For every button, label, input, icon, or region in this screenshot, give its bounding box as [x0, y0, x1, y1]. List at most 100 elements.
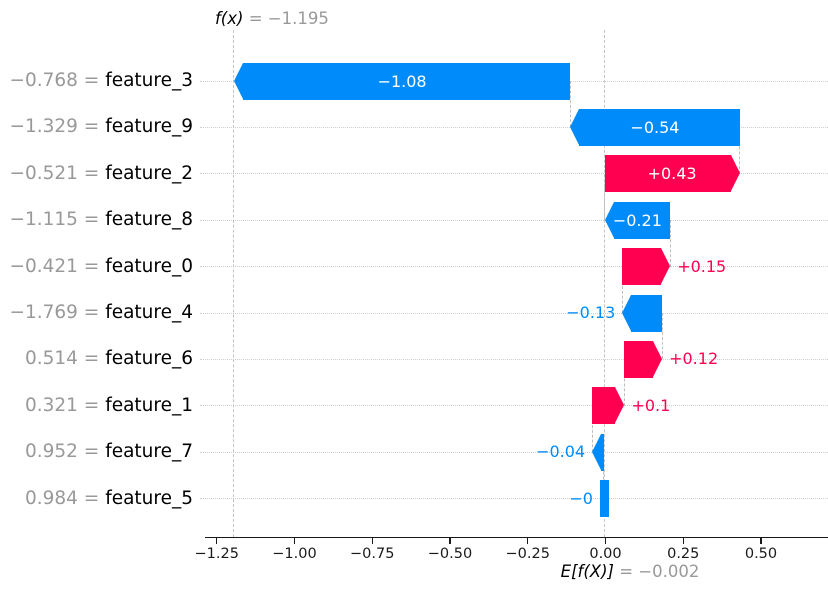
bar-value-label: +0.15: [677, 256, 727, 276]
feature-row-label: −1.769 = feature_4: [0, 301, 193, 325]
bar-arrowhead-icon: [592, 433, 602, 470]
feature-value: 0.952 =: [24, 441, 106, 463]
feature-row-label: 0.952 = feature_7: [0, 440, 193, 464]
bar-arrowhead-icon: [570, 108, 580, 145]
row-gridline: [200, 266, 828, 268]
bar-body: [592, 387, 616, 425]
feature-value: 0.321 =: [24, 394, 106, 416]
feature-value: 0.514 =: [24, 348, 106, 370]
bar-arrowhead-icon: [730, 155, 740, 192]
feature-value: −1.769 =: [9, 302, 106, 323]
fx-function-label: f(x): [215, 9, 244, 28]
feature-row-label: −1.115 = feature_8: [0, 208, 193, 232]
shap-bar: [592, 387, 625, 425]
bar-value-label: −0.13: [566, 303, 616, 322]
feature-value: −0.521 =: [9, 162, 106, 184]
expected-value-annotation: E[f(X)] = −0.002: [561, 562, 700, 581]
feature-row-label: 0.514 = feature_6: [0, 347, 193, 371]
row-gridline: [200, 126, 828, 128]
shap-bar: −1.08: [233, 62, 571, 100]
x-axis-tick: [449, 538, 451, 544]
feature-name: feature_4: [105, 302, 193, 323]
bar-body: [622, 248, 662, 286]
expected-value-label: E[f(X)]: [560, 562, 614, 581]
waterfall-connector: [591, 405, 593, 453]
x-axis-tick-label: −1.25: [194, 545, 239, 562]
bar-body: [599, 480, 609, 518]
row-gridline: [200, 498, 828, 500]
row-gridline: [200, 405, 828, 407]
bar-body: [601, 433, 604, 471]
feature-value: −1.115 =: [9, 209, 106, 231]
fx-annotation: f(x) = −1.195: [215, 9, 329, 28]
waterfall-connector: [569, 81, 571, 128]
feature-value: −1.329 =: [9, 116, 106, 138]
feature-name: feature_7: [105, 441, 193, 463]
waterfall-connector: [621, 266, 623, 313]
feature-name: feature_8: [105, 209, 193, 231]
x-axis-tick-label: −0.50: [427, 545, 473, 562]
bar-body: [604, 155, 731, 193]
row-gridline: [200, 219, 828, 221]
waterfall-connector: [604, 173, 606, 221]
shap-bar: −0.21: [604, 201, 671, 239]
bar-body: [631, 294, 663, 332]
x-axis-tick: [604, 538, 607, 544]
shap-bar: −0.54: [570, 108, 740, 146]
x-axis-tick-label: 0.00: [589, 545, 622, 562]
row-gridline: [200, 312, 828, 314]
shap-bar: [599, 480, 609, 518]
x-axis-tick: [216, 538, 218, 544]
x-axis-tick: [527, 538, 529, 544]
feature-value: −0.768 =: [9, 70, 106, 91]
feature-row-label: −1.329 = feature_9: [0, 115, 193, 139]
x-axis-tick: [371, 538, 373, 544]
feature-name: feature_0: [105, 255, 193, 277]
feature-name: feature_2: [105, 162, 193, 184]
bar-value-label: +0.12: [669, 349, 719, 369]
row-gridline: [200, 451, 828, 453]
bar-value-label: −0.21: [612, 210, 662, 230]
row-gridline: [200, 358, 828, 360]
bar-arrowhead-icon: [622, 294, 632, 331]
waterfall-connector: [739, 127, 741, 174]
fx-value-text: = −1.195: [243, 9, 329, 28]
bar-body: [624, 340, 654, 378]
feature-name: feature_5: [105, 487, 193, 509]
x-axis-tick-label: 0.25: [667, 545, 700, 562]
waterfall-connector: [623, 359, 625, 406]
bar-body: [242, 62, 571, 100]
bar-value-label: −1.08: [377, 71, 427, 91]
bar-value-label: +0.43: [647, 164, 697, 184]
feature-row-label: −0.521 = feature_2: [0, 162, 193, 186]
bar-value-label: +0.1: [631, 395, 671, 415]
x-axis-tick-label: −0.75: [350, 545, 395, 562]
expected-value-text: = −0.002: [613, 562, 700, 581]
bar-arrowhead-icon: [233, 62, 243, 99]
bar-arrowhead-icon: [615, 387, 625, 424]
bar-arrowhead-icon: [604, 201, 614, 238]
feature-row-label: −0.768 = feature_3: [0, 69, 193, 93]
bar-value-label: −0: [569, 488, 593, 508]
waterfall-connector: [669, 220, 671, 267]
shap-bar: [622, 248, 671, 286]
fx-gridline: [233, 30, 235, 537]
shap-bar: +0.43: [604, 155, 740, 193]
feature-row-label: 0.984 = feature_5: [0, 487, 193, 511]
feature-value: 0.984 =: [24, 487, 106, 509]
bar-value-label: −0.54: [630, 117, 680, 137]
x-axis-tick-label: −1.00: [272, 545, 317, 562]
waterfall-connector: [661, 313, 663, 360]
shap-bar: [622, 294, 663, 332]
bar-body: [613, 201, 671, 239]
base-value-gridline: [604, 30, 606, 537]
bar-body: [579, 108, 740, 146]
x-axis-tick-label: 0.50: [744, 545, 778, 562]
waterfall-connector: [603, 452, 605, 499]
x-axis-tick: [760, 538, 762, 544]
shap-bar: [592, 433, 604, 471]
shap-bar: [624, 340, 663, 378]
feature-name: feature_6: [105, 348, 193, 370]
